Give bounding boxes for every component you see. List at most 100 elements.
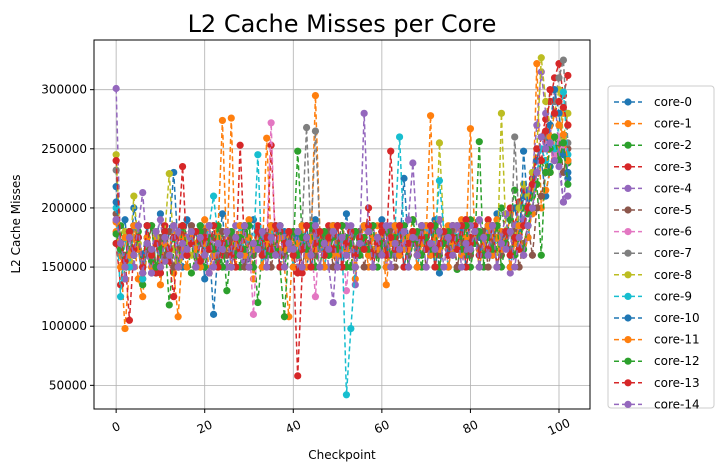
core-14-point (409, 233, 417, 242)
legend-marker (624, 141, 632, 149)
core-14-point (382, 222, 390, 230)
core-2-point (139, 281, 147, 289)
core-14-point (404, 263, 413, 271)
core-8-point (435, 139, 444, 147)
core-13-point (426, 222, 435, 230)
core-14-point (537, 133, 545, 141)
core-7-point (555, 74, 563, 82)
core-13-point (289, 251, 297, 259)
y-axis-ticks: 50000 100000 150000 200000 250000 300000 (41, 83, 94, 392)
core-0-point (435, 269, 444, 277)
core-14-point (214, 239, 222, 248)
core-1-point (227, 114, 235, 122)
core-11-point (559, 131, 568, 139)
core-13-point (147, 251, 156, 259)
core-14-point (418, 222, 426, 230)
legend-label: core-10 (654, 311, 700, 325)
core-14-point (165, 251, 173, 259)
legend-item-core-0: core-0 (614, 95, 692, 109)
core-0-point (209, 310, 218, 318)
core-0-point (130, 204, 138, 212)
legend-label: core-11 (654, 333, 700, 347)
core-5-point (484, 263, 492, 271)
core-14-point (276, 222, 284, 230)
core-2-point (506, 216, 514, 224)
core-3-point (254, 222, 262, 230)
core-4-point (205, 269, 213, 277)
core-1-point (183, 263, 191, 271)
core-4-point (475, 216, 483, 224)
core-6-point (249, 310, 258, 318)
core-1-point (139, 293, 147, 301)
core-13-point (546, 86, 554, 94)
core-5-point (187, 222, 196, 230)
core-13-point (125, 227, 134, 236)
core-14-point (236, 251, 244, 259)
core-13-point (139, 263, 147, 271)
core-14-point (227, 263, 235, 271)
core-2-point (223, 287, 231, 295)
core-14-point (546, 139, 554, 147)
core-4-point (533, 121, 541, 129)
core-12-point (542, 168, 550, 177)
core-2-point (254, 298, 262, 307)
legend-label: core-4 (654, 181, 692, 195)
core-14-point (280, 263, 289, 271)
core-9-point (209, 192, 218, 200)
legend-marker (624, 249, 632, 257)
core-14-point (325, 245, 333, 253)
x-tick-label: 100 (546, 416, 573, 438)
core-1-point (218, 116, 227, 125)
core-11-point (395, 251, 404, 259)
core-0-point (156, 210, 165, 218)
core-14-point (422, 263, 430, 271)
core-14-point (271, 251, 280, 259)
core-14-point (294, 227, 302, 236)
core-14-point (480, 233, 488, 242)
core-13-point (360, 245, 368, 253)
core-5-point (528, 251, 537, 259)
core-14-point (511, 263, 519, 271)
legend-item-core-10: core-10 (614, 311, 700, 325)
core-7-point (302, 123, 311, 132)
core-13-point (564, 121, 572, 129)
legend-label: core-13 (654, 376, 700, 390)
core-13-point (559, 103, 568, 112)
core-11-point (364, 251, 373, 259)
core-9-point (116, 293, 125, 301)
core-14-point (444, 233, 452, 242)
core-13-point (325, 233, 333, 242)
core-14-point (502, 245, 510, 253)
core-14-point (218, 245, 227, 253)
y-tick-label: 250000 (41, 142, 87, 156)
core-14-point (192, 263, 200, 271)
core-14-point (550, 157, 559, 165)
core-14-point (387, 263, 395, 271)
legend-item-core-4: core-4 (614, 181, 692, 195)
core-11-point (289, 263, 297, 271)
core-9-point (112, 204, 120, 212)
core-4-point (161, 257, 169, 265)
core-13-point (183, 251, 191, 259)
legend-marker (624, 120, 632, 128)
legend-marker (624, 357, 632, 365)
legend-label: core-6 (654, 225, 692, 239)
core-13-point (387, 233, 395, 242)
core-3-point (125, 316, 134, 324)
core-13-point (161, 227, 169, 236)
y-tick-label: 50000 (49, 378, 87, 392)
legend-marker (624, 292, 632, 300)
core-1-point (245, 216, 253, 224)
core-9-point (254, 151, 262, 159)
core-1-point (121, 324, 129, 333)
core-9-point (347, 324, 355, 333)
core-7-point (311, 127, 320, 135)
core-2-point (475, 138, 483, 146)
series-layer (112, 54, 572, 399)
legend-marker (624, 336, 632, 344)
core-3-point (236, 141, 244, 149)
core-1-point (263, 134, 271, 142)
legend-item-core-1: core-1 (614, 117, 692, 131)
x-tick-label: 60 (372, 417, 392, 436)
legend-label: core-14 (654, 397, 700, 411)
